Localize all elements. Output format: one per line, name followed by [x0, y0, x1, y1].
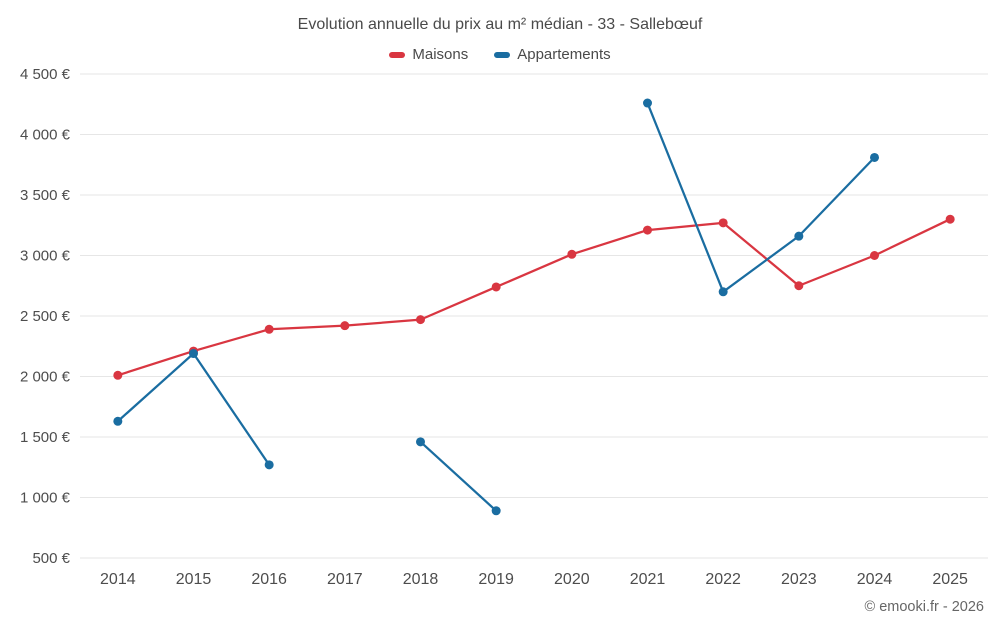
data-point-appartements-2018[interactable] — [416, 437, 425, 447]
chart-title: Evolution annuelle du prix au m² médian … — [297, 16, 703, 33]
x-axis-tick-label: 2022 — [705, 571, 741, 588]
chart-legend: Maisons Appartements — [0, 46, 1000, 63]
data-point-appartements-2024[interactable] — [870, 152, 879, 162]
y-axis-tick-label: 2 500 € — [20, 308, 71, 325]
x-axis-tick-label: 2016 — [251, 571, 287, 588]
data-point-maisons-2022[interactable] — [718, 218, 728, 228]
legend-swatch-maisons — [389, 51, 406, 58]
series-line-maisons — [117, 218, 951, 377]
data-point-maisons-2017[interactable] — [340, 321, 350, 331]
y-axis-tick-label: 2 000 € — [20, 369, 71, 386]
y-axis-tick-label: 3 500 € — [20, 187, 71, 204]
data-point-appartements-2019[interactable] — [491, 506, 501, 516]
legend-item-appartements[interactable]: Appartements — [494, 46, 611, 63]
data-point-maisons-2024[interactable] — [870, 251, 879, 260]
data-point-maisons-2014[interactable] — [113, 370, 123, 380]
data-point-maisons-2019[interactable] — [491, 282, 501, 292]
series-line-appartements — [646, 102, 876, 293]
x-axis-tick-label: 2020 — [554, 571, 590, 588]
legend-item-maisons[interactable]: Maisons — [389, 46, 468, 63]
x-axis-tick-label: 2023 — [781, 571, 817, 588]
data-point-appartements-2021[interactable] — [643, 98, 652, 108]
x-axis-tick-label: 2021 — [630, 571, 666, 588]
data-point-maisons-2023[interactable] — [794, 281, 804, 291]
series-line-appartements — [419, 441, 497, 512]
data-point-appartements-2016[interactable] — [264, 460, 274, 470]
data-point-maisons-2025[interactable] — [945, 214, 955, 224]
y-axis-tick-label: 3 000 € — [20, 248, 71, 265]
x-axis-tick-label: 2014 — [100, 571, 136, 588]
data-point-maisons-2018[interactable] — [416, 315, 425, 325]
data-point-maisons-2021[interactable] — [643, 225, 652, 235]
legend-label-maisons: Maisons — [412, 46, 469, 63]
data-point-appartements-2015[interactable] — [189, 349, 198, 359]
y-axis-tick-label: 4 000 € — [20, 127, 71, 144]
legend-label-appartements: Appartements — [517, 46, 611, 63]
x-axis-tick-label: 2019 — [478, 571, 514, 588]
legend-swatch-appartements — [494, 51, 511, 58]
y-axis-tick-label: 1 000 € — [20, 490, 71, 507]
data-point-appartements-2014[interactable] — [113, 416, 123, 426]
data-point-appartements-2022[interactable] — [718, 287, 728, 297]
data-point-appartements-2023[interactable] — [794, 231, 804, 241]
x-axis-tick-label: 2017 — [327, 571, 363, 588]
copyright-text: © emooki.fr - 2026 — [864, 599, 984, 615]
series-line-appartements — [117, 352, 271, 466]
x-axis-tick-label: 2018 — [403, 571, 439, 588]
x-axis-tick-label: 2015 — [176, 571, 212, 588]
data-point-maisons-2016[interactable] — [264, 324, 274, 334]
y-axis-tick-label: 1 500 € — [20, 429, 71, 446]
y-axis-tick-label: 500 € — [32, 550, 70, 567]
y-axis-tick-label: 4 500 € — [20, 66, 71, 83]
data-point-maisons-2020[interactable] — [567, 249, 577, 259]
x-axis-tick-label: 2025 — [932, 571, 968, 588]
x-axis-tick-label: 2024 — [857, 571, 893, 588]
